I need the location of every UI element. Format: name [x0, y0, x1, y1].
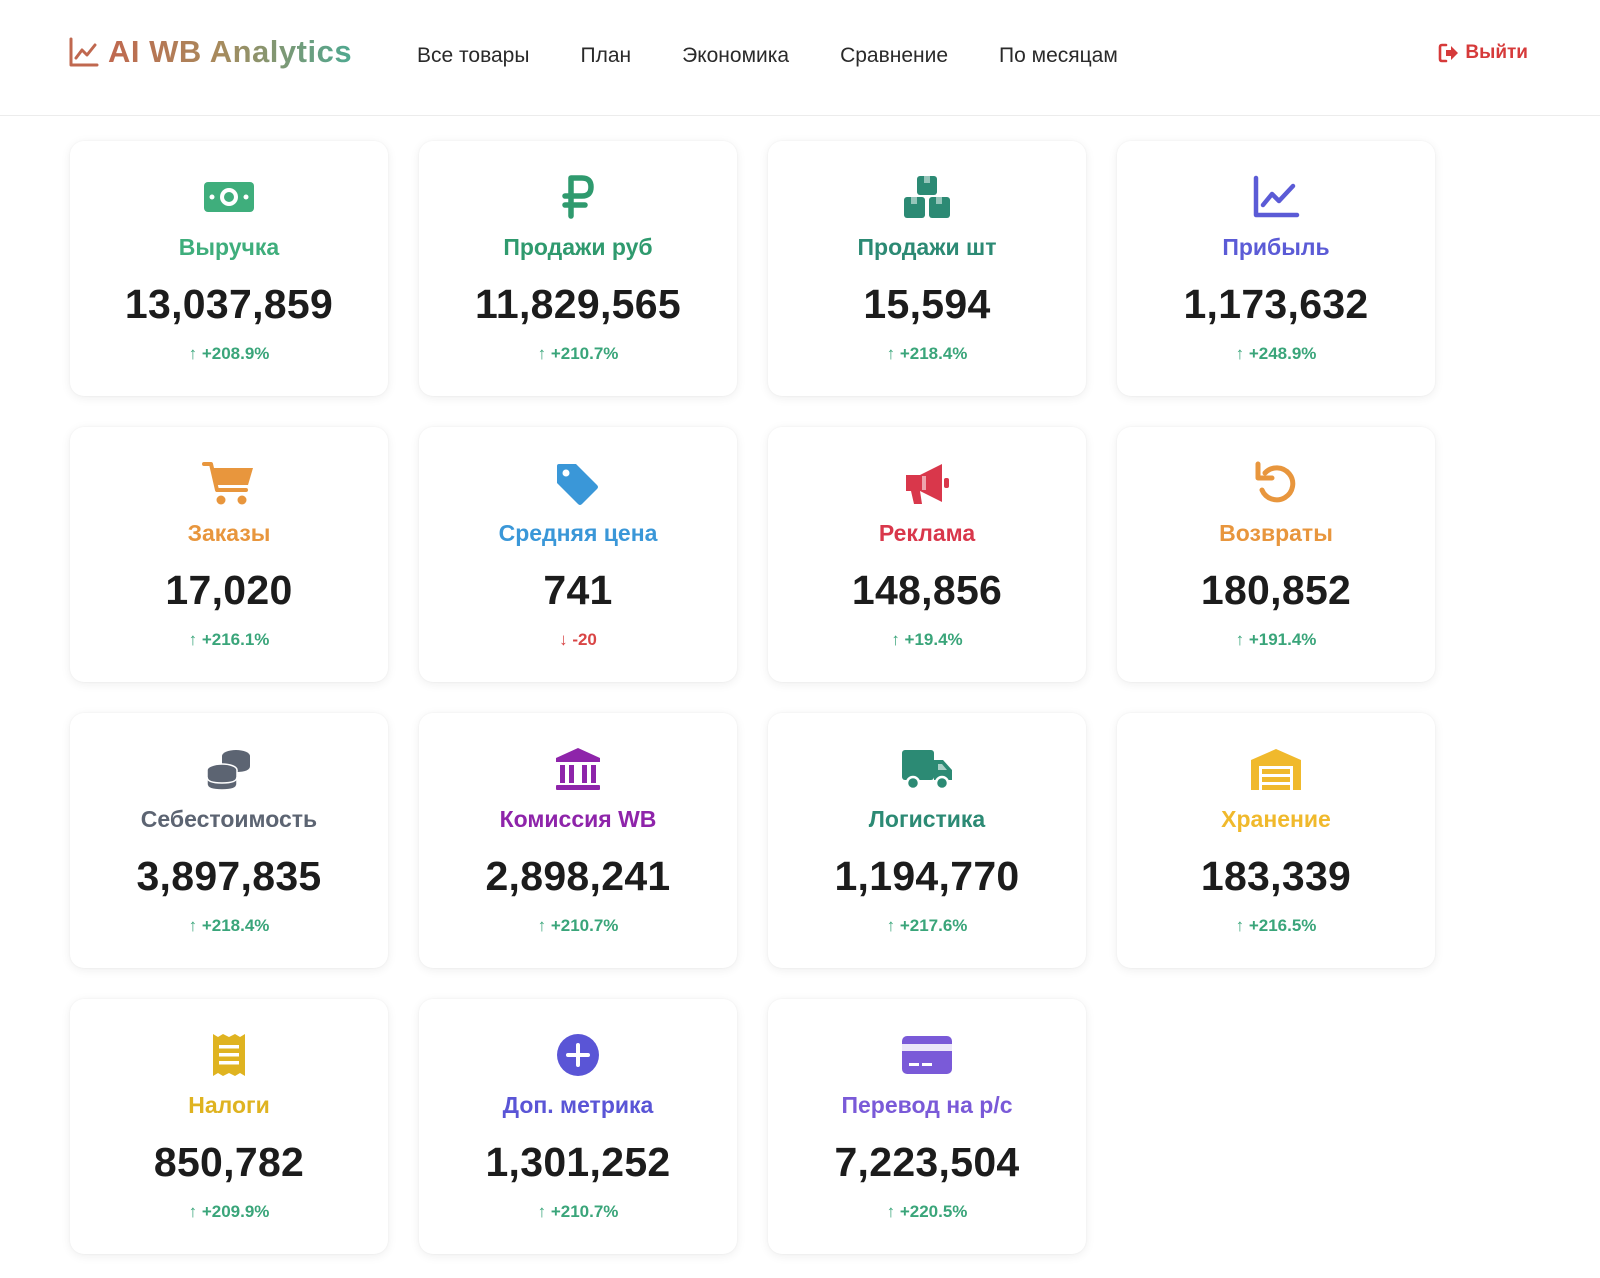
receipt-icon: [202, 1032, 256, 1078]
metric-value: 7,223,504: [834, 1139, 1020, 1185]
metric-title: Заказы: [187, 520, 271, 546]
metric-card: Хранение 183,339 ↑ +216.5%: [1117, 713, 1435, 968]
cart-icon: [202, 460, 256, 506]
metric-value: 17,020: [165, 567, 293, 613]
metric-card: Заказы 17,020 ↑ +216.1%: [70, 427, 388, 682]
nav-link-economics[interactable]: Экономика: [682, 44, 790, 67]
nav-link-by-months[interactable]: По месяцам: [999, 44, 1118, 67]
plus-circle-icon: [551, 1032, 605, 1078]
money-bill-icon: [202, 174, 256, 220]
metric-value: 180,852: [1200, 567, 1352, 613]
metric-title: Прибыль: [1222, 234, 1330, 260]
metric-value: 3,897,835: [136, 853, 322, 899]
metric-value: 2,898,241: [485, 853, 671, 899]
metric-value: 148,856: [851, 567, 1003, 613]
metric-title: Выручка: [178, 234, 280, 260]
metric-value: 13,037,859: [124, 281, 334, 327]
nav-link-all-products[interactable]: Все товары: [417, 44, 530, 67]
brand-name: AI WB Analytics: [108, 34, 353, 69]
metric-card: Реклама 148,856 ↑ +19.4%: [768, 427, 1086, 682]
logout-button[interactable]: Выйти: [1438, 42, 1528, 64]
metric-value: 741: [543, 567, 613, 613]
credit-card-icon: [900, 1032, 954, 1078]
nav-link-plan[interactable]: План: [580, 44, 632, 67]
metric-value: 11,829,565: [475, 281, 681, 327]
truck-icon: [900, 746, 954, 792]
metric-title: Возвраты: [1219, 520, 1333, 546]
metric-value: 15,594: [863, 281, 991, 327]
metric-card: Себестоимость 3,897,835 ↑ +218.4%: [70, 713, 388, 968]
metric-value: 1,194,770: [834, 853, 1020, 899]
metric-title: Продажи шт: [857, 234, 997, 260]
metric-change: ↑ +210.7%: [537, 1202, 619, 1221]
metric-value: 1,173,632: [1183, 281, 1369, 327]
coins-icon: [202, 746, 256, 792]
metric-change: ↑ +216.5%: [1235, 916, 1317, 935]
metric-card: Продажи шт 15,594 ↑ +218.4%: [768, 141, 1086, 396]
metric-card: Прибыль 1,173,632 ↑ +248.9%: [1117, 141, 1435, 396]
metric-card: Налоги 850,782 ↑ +209.9%: [70, 999, 388, 1254]
metric-card: Доп. метрика 1,301,252 ↑ +210.7%: [419, 999, 737, 1254]
metric-title: Перевод на р/с: [841, 1092, 1013, 1118]
bank-icon: [551, 746, 605, 792]
top-navbar: AI WB Analytics Все товары План Экономик…: [0, 0, 1600, 116]
metric-change: ↑ +248.9%: [1235, 344, 1317, 363]
metric-title: Комиссия WB: [499, 806, 657, 832]
metric-card: Выручка 13,037,859 ↑ +208.9%: [70, 141, 388, 396]
tag-icon: [551, 460, 605, 506]
metric-title: Хранение: [1221, 806, 1331, 832]
chart-line-icon: [69, 37, 99, 67]
metric-card: Продажи руб 11,829,565 ↑ +210.7%: [419, 141, 737, 396]
metric-change: ↑ +210.7%: [537, 344, 619, 363]
undo-icon: [1249, 460, 1303, 506]
nav-link-comparison[interactable]: Сравнение: [840, 44, 949, 67]
metric-card: Средняя цена 741 ↓ -20: [419, 427, 737, 682]
metric-title: Логистика: [868, 806, 986, 832]
metric-card: Логистика 1,194,770 ↑ +217.6%: [768, 713, 1086, 968]
metric-change: ↑ +19.4%: [891, 630, 963, 649]
metric-title: Доп. метрика: [502, 1092, 654, 1118]
chart-line-icon: [1249, 174, 1303, 220]
metric-value: 1,301,252: [485, 1139, 671, 1185]
warehouse-icon: [1249, 746, 1303, 792]
sign-out-icon: [1439, 43, 1459, 63]
metric-card: Перевод на р/с 7,223,504 ↑ +220.5%: [768, 999, 1086, 1254]
metric-change: ↑ +191.4%: [1235, 630, 1317, 649]
metric-change: ↓ -20: [559, 630, 597, 649]
metric-change: ↑ +218.4%: [886, 344, 968, 363]
metric-title: Средняя цена: [498, 520, 658, 546]
metrics-grid: Выручка 13,037,859 ↑ +208.9% Продажи руб 11,…: [70, 141, 1435, 1254]
logout-label: Выйти: [1465, 42, 1528, 63]
metric-change: ↑ +217.6%: [886, 916, 968, 935]
megaphone-icon: [900, 460, 954, 506]
metric-title: Продажи руб: [503, 234, 653, 260]
metric-change: ↑ +216.1%: [188, 630, 270, 649]
metric-title: Реклама: [878, 520, 976, 546]
metric-title: Себестоимость: [140, 806, 318, 832]
main-nav: Все товары План Экономика Сравнение По м…: [417, 44, 1169, 68]
metric-value: 183,339: [1200, 853, 1352, 899]
metric-change: ↑ +209.9%: [188, 1202, 270, 1221]
metric-change: ↑ +218.4%: [188, 916, 270, 935]
metric-card: Комиссия WB 2,898,241 ↑ +210.7%: [419, 713, 737, 968]
metric-title: Налоги: [188, 1092, 270, 1118]
metric-change: ↑ +208.9%: [188, 344, 270, 363]
metric-card: Возвраты 180,852 ↑ +191.4%: [1117, 427, 1435, 682]
metric-change: ↑ +210.7%: [537, 916, 619, 935]
ruble-icon: [551, 174, 605, 220]
brand-logo-link[interactable]: AI WB Analytics: [68, 34, 352, 70]
metric-change: ↑ +220.5%: [886, 1202, 968, 1221]
boxes-icon: [900, 174, 954, 220]
metric-value: 850,782: [153, 1139, 305, 1185]
